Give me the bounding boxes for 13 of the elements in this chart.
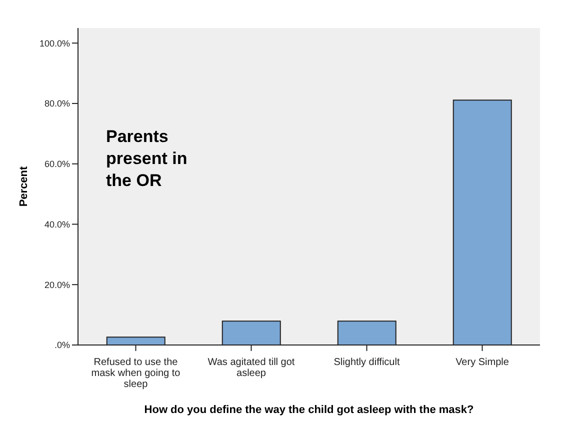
y-tick-label: 20.0%: [44, 280, 70, 290]
x-tick-label: Refused to use the mask when going to sleep: [91, 357, 181, 390]
x-tick-label: Very Simple: [456, 357, 510, 368]
y-tick-label: 60.0%: [44, 159, 70, 170]
x-tick-label: Was agitated till got asleep: [208, 357, 295, 379]
x-tick-label: Slightly difficult: [334, 357, 400, 368]
y-tick-label: 80.0%: [44, 98, 70, 109]
y-tick-label: 40.0%: [44, 219, 70, 230]
annotation: Parents present in the OR: [106, 126, 188, 192]
y-tick-label: 100.0%: [39, 38, 70, 48]
y-tick-label: .0%: [54, 340, 70, 350]
y-axis-title: Percent: [18, 166, 30, 207]
x-axis-title: How do you define the way the child got asleep with the mask?: [144, 404, 474, 416]
